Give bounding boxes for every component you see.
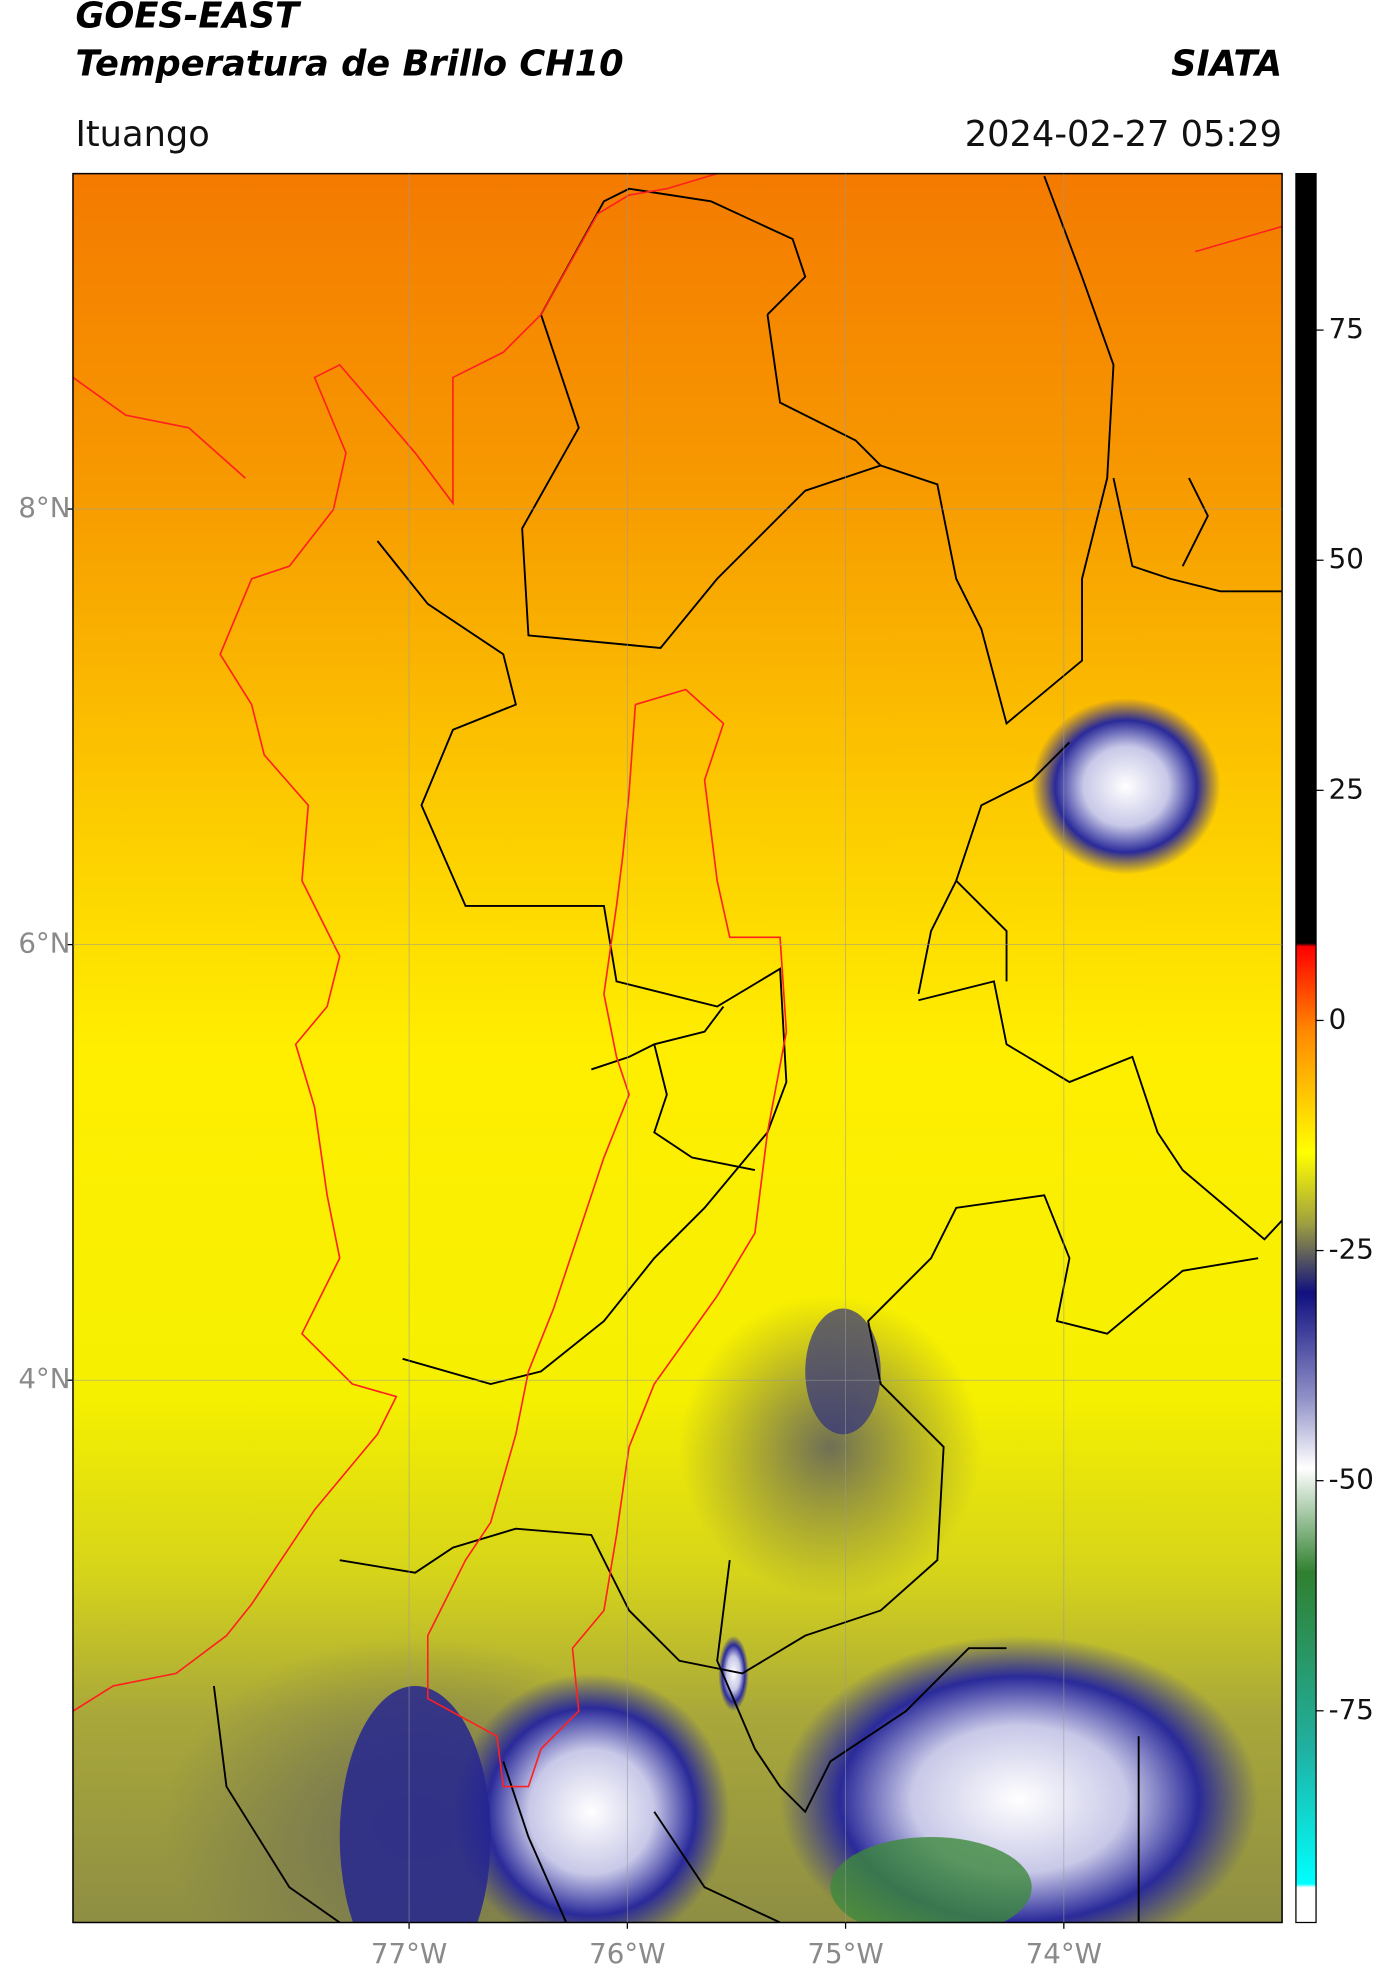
cloud-core <box>830 1836 1032 1923</box>
colorbar-tick-label: 25 <box>1329 772 1364 805</box>
lon-tick-label: 75°W <box>807 1937 883 1970</box>
cloud-haze <box>679 1295 982 1598</box>
cloud <box>718 1635 749 1712</box>
cloud <box>339 1686 491 1923</box>
lon-tick-label: 74°W <box>1026 1937 1102 1970</box>
map-frame <box>72 172 1283 1924</box>
title: GOES-EAST <box>75 0 302 37</box>
colorbar-tick-label: -50 <box>1329 1463 1374 1496</box>
source: SIATA <box>1171 43 1282 84</box>
colorbar-tick-label: -25 <box>1329 1233 1374 1266</box>
lon-tick-label: 76°W <box>589 1937 665 1970</box>
location: Ituango <box>75 114 209 155</box>
temperature-field <box>72 173 1283 1923</box>
lat-tick-label: 6°N <box>18 927 70 960</box>
subtitle: Temperatura de Brillo CH10 <box>75 43 623 84</box>
map-field <box>72 173 1283 1923</box>
lat-tick-label: 8°N <box>18 491 70 524</box>
cloud <box>452 1673 730 1923</box>
boundaries <box>212 175 1283 1923</box>
cloud <box>1031 698 1221 875</box>
colorbar-tick-label: 0 <box>1329 1002 1347 1035</box>
colorbar <box>1295 172 1317 1924</box>
datetime: 2024-02-27 05:29 <box>965 114 1282 155</box>
colorbar-tick-label: 75 <box>1329 312 1364 345</box>
colorbar-tick-label: 50 <box>1329 542 1364 575</box>
lat-tick-label: 4°N <box>18 1362 70 1395</box>
lon-tick-label: 77°W <box>371 1937 447 1970</box>
region-outline <box>72 173 1283 1788</box>
colorbar-tick-label: -75 <box>1329 1693 1374 1726</box>
cloud <box>805 1308 881 1435</box>
